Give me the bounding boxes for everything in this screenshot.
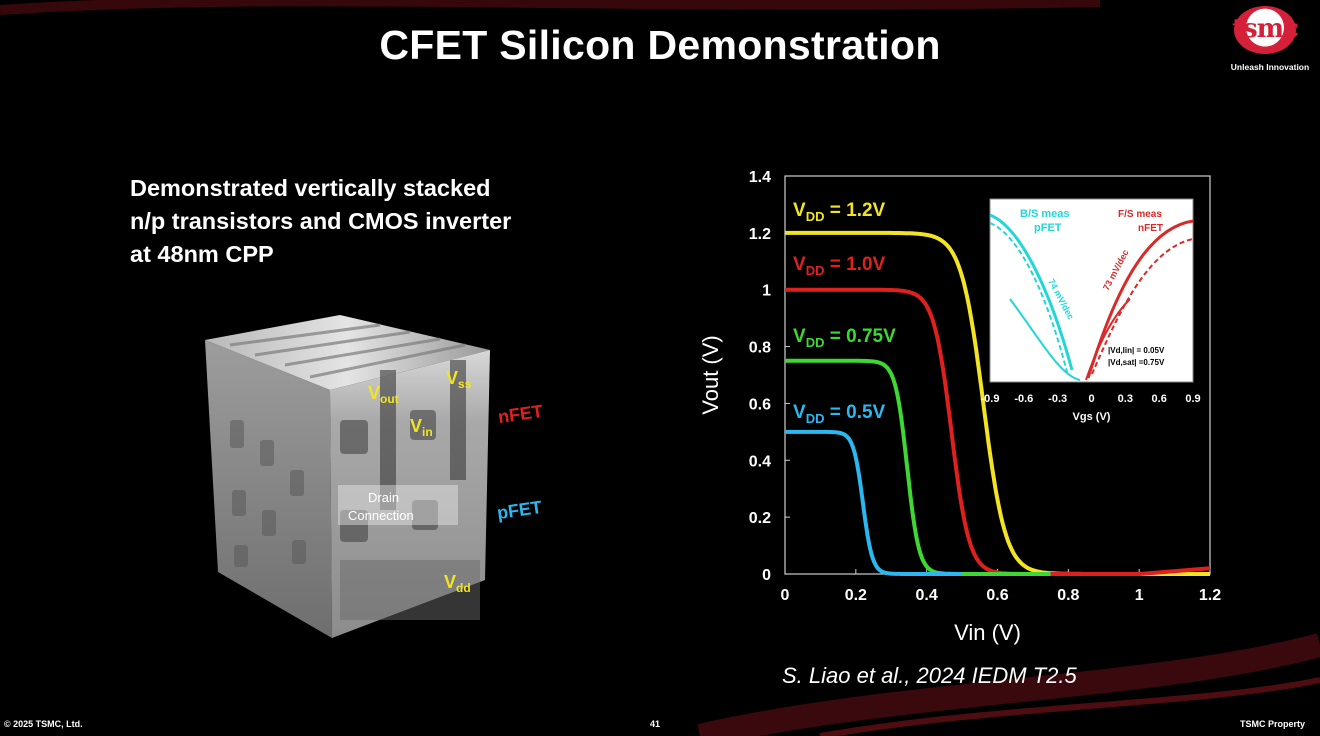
- inset-x-tick-label: 0: [1088, 393, 1094, 405]
- bullet-line-1: Demonstrated vertically stacked: [130, 175, 491, 201]
- inset-legend-pfet: pFET: [1034, 222, 1062, 234]
- inset-nfet-low: [1085, 298, 1131, 381]
- tsmc-logo: tsmc Unleash Innovation: [1228, 4, 1314, 74]
- inset-plot-area: [989, 198, 1194, 383]
- y-axis-label: Vout (V): [698, 335, 723, 414]
- series-line-3: [784, 358, 1052, 576]
- x-tick-label: 1: [1135, 587, 1144, 604]
- bullet-line-3: at 48nm CPP: [130, 241, 274, 267]
- tsmc-logo-tagline: Unleash Innovation: [1230, 62, 1310, 72]
- y-tick-label: 0: [762, 567, 771, 584]
- inset-x-tick-label: 0.9: [1185, 393, 1200, 405]
- inset-legend-nfet: nFET: [1138, 223, 1163, 234]
- label-vdd: Vdd: [444, 572, 471, 595]
- y-tick-label: 1.2: [749, 226, 771, 243]
- x-tick-label: 0.2: [845, 587, 867, 604]
- x-tick-label: 0.4: [916, 587, 938, 604]
- series-line-2: [784, 287, 1211, 576]
- label-drain: Drain: [368, 490, 399, 505]
- x-tick-label: 0: [781, 587, 790, 604]
- drain-connection-band: [338, 485, 458, 525]
- inset-pfet-low: [1009, 298, 1081, 381]
- stack-top-stripes: [229, 323, 466, 379]
- inset-x-tick-label: 0.6: [1152, 393, 1167, 405]
- label-vss: Vss: [446, 368, 472, 391]
- footer-property: TSMC Property: [1240, 719, 1306, 729]
- inverter-vtc-chart: 0 0.2 0.4 0.6 0.8 1 1.2 1.4 0 0.2 0.4 0.6 0.8 1 1.2 Vin…: [698, 169, 1221, 645]
- footer-copyright: © 2025 TSMC, Ltd.: [4, 719, 83, 729]
- inset-x-tick-label: -0.9: [981, 393, 1000, 405]
- inset-nfet-curve-dashed: [1091, 238, 1194, 375]
- citation: S. Liao et al., 2024 IEDM T2.5: [782, 663, 1077, 688]
- x-axis-label: Vin (V): [954, 620, 1021, 645]
- series-label-1: VDD = 1.2V: [793, 200, 886, 224]
- slide-title: CFET Silicon Demonstration: [379, 22, 941, 68]
- inset-legend-pfet-meas: B/S meas: [1020, 208, 1070, 220]
- y-tick-label: 0.2: [749, 510, 771, 527]
- label-vout: Vout: [368, 383, 399, 406]
- inset-vd-sat: |Vd,sat| =0.75V: [1108, 358, 1165, 367]
- inset-y-axis-label: Id (a.u.): [975, 273, 986, 309]
- y-tick-label: 1.4: [749, 169, 771, 186]
- x-tick-label: 0.8: [1057, 587, 1079, 604]
- series-label-3: VDD = 0.75V: [793, 326, 896, 350]
- inset-pfet-curve: [989, 213, 1074, 371]
- inset-x-tick-label: 0.3: [1118, 393, 1133, 405]
- stack-gates: [340, 360, 466, 542]
- tsmc-logo-text: tsmc: [1232, 14, 1299, 44]
- cfet-tem-image: Vout Vss Vin Vdd Drain Connection: [205, 315, 490, 638]
- inset-legend-nfet-meas: F/S meas: [1118, 209, 1162, 220]
- stack-bottom: [340, 560, 480, 620]
- bullet-text: Demonstrated vertically stacked n/p tran…: [130, 172, 630, 271]
- inset-x-tick-label: -0.3: [1048, 393, 1067, 405]
- y-tick-label: 0.6: [749, 396, 771, 413]
- series-label-4: VDD = 0.5V: [793, 402, 886, 426]
- tsmc-logo-mark: [1234, 6, 1296, 54]
- stack-top-face: [205, 315, 490, 390]
- y-tick-label: 1: [762, 283, 771, 300]
- label-vin: Vin: [410, 416, 433, 439]
- y-tick-label: 0.8: [749, 340, 771, 357]
- series-line-4: [783, 429, 964, 576]
- series-label-2: VDD = 1.0V: [793, 254, 886, 278]
- x-tick-label: 0.6: [986, 587, 1008, 604]
- bullet-line-2: n/p transistors and CMOS inverter: [130, 208, 512, 234]
- inset-x-axis-label: Vgs (V): [1073, 411, 1111, 423]
- x-tick-label: 1.2: [1199, 587, 1221, 604]
- label-connection: Connection: [348, 508, 414, 523]
- inset-pfet-curve-dashed: [989, 222, 1069, 377]
- inset-x-tick-label: -0.6: [1014, 393, 1033, 405]
- footer-page-number: 41: [650, 719, 661, 729]
- stack-texture: [230, 420, 306, 567]
- inset-vd-lin: |Vd,lin| = 0.05V: [1108, 346, 1165, 355]
- y-tick-label: 0.4: [749, 453, 771, 470]
- stack-left-face: [205, 340, 332, 638]
